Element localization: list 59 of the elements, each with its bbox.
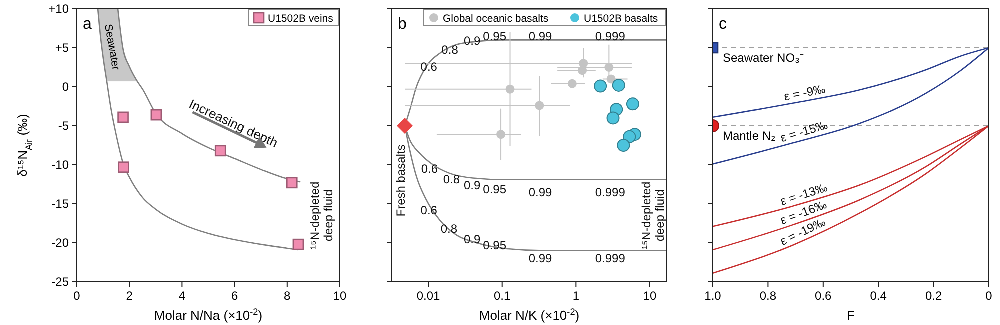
annotation: 0.8	[440, 222, 458, 236]
x-tick-label: 0.6	[815, 289, 832, 303]
x-tick-label: 0.8	[760, 289, 777, 303]
x-tick-label: 0	[986, 289, 993, 303]
x-axis-title: F	[847, 308, 856, 323]
x-axis-title: Molar N/K (×10$^{-2}$)	[479, 307, 580, 323]
annotation: 0.9	[464, 34, 481, 48]
x-tick-label: 1	[572, 289, 580, 303]
y-tick-label: -15	[52, 197, 70, 212]
annotation: 0.9	[464, 232, 481, 246]
text: ε = -9‰	[783, 82, 827, 104]
annotation: 0.99	[528, 30, 552, 44]
legend-label: Global oceanic basalts	[443, 13, 549, 25]
ref-line-label: Mantle N₂	[723, 129, 776, 143]
annotation: 0.95	[483, 238, 507, 253]
annotation: 0.999	[595, 30, 626, 44]
x-tick-label: 0.2	[925, 289, 942, 303]
chart-title: b	[398, 16, 407, 33]
y-tick-label: -10	[52, 158, 70, 172]
annotation: 0.95	[483, 30, 507, 44]
annotation: 0.8	[442, 42, 459, 57]
y-tick-label: -5	[58, 119, 70, 134]
y-tick-label: -25	[52, 275, 70, 290]
annotation: 0.999	[595, 252, 626, 266]
text: ε = -15‰	[778, 118, 830, 146]
chart-title: a	[83, 16, 92, 33]
annotation: 0.99	[528, 252, 552, 266]
x-tick-label: 6	[231, 289, 238, 303]
x-tick-label: 8	[284, 289, 292, 303]
annotation: ¹⁵N-depleted deep fluid	[308, 182, 336, 250]
annotation: ¹⁵N-depleted deep fluid	[640, 182, 667, 250]
x-tick-label: 0.4	[870, 289, 888, 303]
x-tick-label: 0.01	[416, 289, 441, 303]
y-tick-label: +5	[55, 41, 70, 56]
x-tick-label: 0.1	[494, 289, 512, 303]
x-tick-label: 10	[333, 289, 347, 303]
y-tick-label: -20	[52, 236, 70, 250]
legend-label: U1502B veins	[268, 13, 334, 25]
x-tick-label: 0	[74, 289, 81, 303]
annotation: 0.8	[443, 172, 460, 186]
annotation: 0.99	[528, 185, 552, 200]
x-tick-label: 4	[178, 289, 186, 303]
y-tick-label: 0	[62, 80, 70, 94]
annotation: 0.6	[420, 60, 438, 74]
annotation: 0.999	[595, 185, 626, 200]
ref-line-label: Seawater NO₃⁻	[723, 51, 804, 65]
chart-title: c	[719, 16, 727, 33]
annotation: 0.95	[483, 182, 507, 196]
annotation: 0.9	[464, 178, 481, 193]
x-tick-label: 10	[643, 289, 657, 303]
y-tick-label: +10	[48, 2, 70, 16]
annotation: Fresh basalts	[394, 144, 408, 217]
band-label: Seawater	[102, 23, 122, 72]
legend-label: U1502B basalts	[584, 13, 658, 25]
x-axis-title: Molar N/Na (×10$^{-2}$)	[154, 307, 263, 323]
annotation: 0.6	[420, 203, 438, 218]
x-tick-label: 2	[126, 289, 134, 303]
x-tick-label: 1.0	[704, 289, 722, 303]
annotation: 0.6	[421, 162, 438, 176]
